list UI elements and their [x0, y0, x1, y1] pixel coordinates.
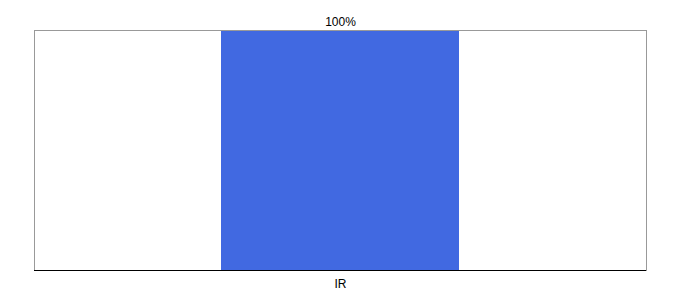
svg-text:IR: IR: [335, 277, 347, 291]
svg-text:100%: 100%: [325, 15, 356, 29]
